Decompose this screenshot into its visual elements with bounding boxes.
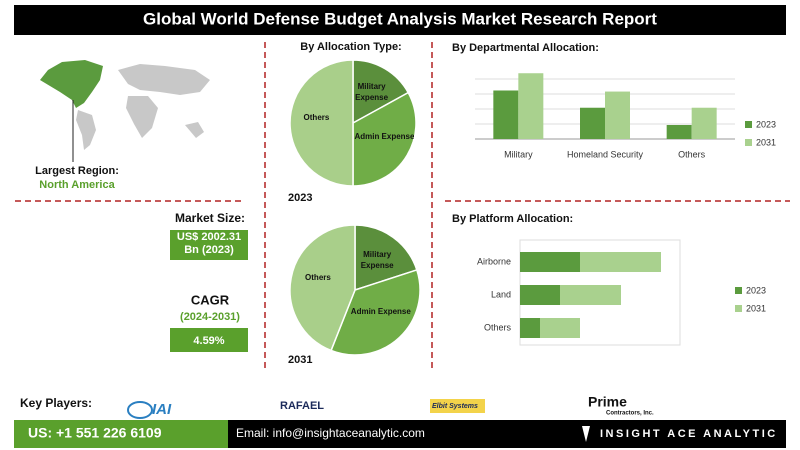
- email: Email: info@insightaceanalytic.com: [236, 426, 425, 440]
- logo: RAFAEL: [280, 400, 324, 412]
- cagr-box: [170, 328, 248, 352]
- chart-title: By Allocation Type:: [300, 41, 401, 53]
- legend-label: 2023: [746, 285, 766, 295]
- y-tick-label: Others: [484, 322, 512, 332]
- market-size-box: [170, 230, 248, 260]
- phone: US: +1 551 226 6109: [28, 425, 162, 441]
- pie-slice: [352, 59, 410, 125]
- cagr-period: (2024-2031): [180, 311, 240, 323]
- bar: [691, 107, 717, 139]
- cagr-value: 4.59%: [193, 335, 224, 347]
- legend-swatch: [745, 139, 752, 146]
- x-tick-label: Others: [678, 149, 706, 159]
- legend-label: 2023: [756, 119, 776, 129]
- key-players-label: Key Players:: [20, 396, 92, 410]
- region-value: North America: [39, 179, 115, 191]
- brand-icon: [582, 426, 590, 442]
- pie-slice: [354, 224, 418, 292]
- brand: INSIGHT ACE ANALYTIC: [600, 428, 778, 440]
- slice-label: Others: [305, 272, 331, 282]
- market-size-value: US$ 2002.31 Bn (2023): [176, 231, 242, 256]
- bar-segment: [580, 252, 661, 272]
- region-label: Largest Region:: [35, 165, 119, 177]
- bar: [580, 107, 605, 139]
- x-tick-label: Military: [504, 149, 533, 159]
- slice-label-wrap: Military Expense: [360, 249, 394, 270]
- legend-swatch: [745, 121, 752, 128]
- slice-label-wrap: Admin Expense: [354, 131, 415, 141]
- bar-segment: [520, 318, 540, 338]
- logo: IAI: [152, 401, 172, 418]
- y-tick-label: Land: [491, 289, 511, 299]
- chart-title: By Platform Allocation:: [452, 213, 573, 225]
- title: Global World Defense Budget Analysis Mar…: [143, 9, 657, 28]
- slice-label: Military Expense: [355, 81, 389, 102]
- chart-subtitle: 2023: [288, 192, 312, 204]
- pie-slice: [289, 224, 356, 352]
- logo: Prime: [588, 394, 627, 410]
- logo: Elbit Systems: [432, 403, 478, 410]
- bar: [605, 91, 630, 139]
- pie-slice: [330, 268, 421, 356]
- slice-label-wrap: Admin Expense: [350, 307, 411, 317]
- x-tick-label: Homeland Security: [567, 149, 644, 159]
- legend-label: 2031: [746, 303, 766, 313]
- slice-label: Admin Expense: [350, 307, 411, 317]
- bar-segment: [520, 252, 580, 272]
- bar-segment: [540, 318, 580, 338]
- legend-swatch: [735, 305, 742, 312]
- market-size-label: Market Size:: [175, 211, 245, 225]
- slice-label-wrap: Military Expense: [355, 81, 389, 102]
- slice-label-wrap: Others: [305, 272, 331, 282]
- bar: [518, 73, 544, 139]
- slice-label: Admin Expense: [354, 131, 415, 141]
- bar: [666, 124, 692, 139]
- bar-segment: [520, 285, 560, 305]
- logo-icon: [127, 401, 153, 419]
- pie-slice: [289, 59, 354, 187]
- bar-segment: [560, 285, 621, 305]
- slice-label: Military Expense: [360, 249, 394, 270]
- world-map: [40, 60, 210, 162]
- footer-phone-bg: [14, 420, 228, 448]
- logo: Contractors, Inc.: [606, 411, 654, 417]
- y-tick-label: Airborne: [477, 256, 511, 266]
- legend-label: 2031: [756, 137, 776, 147]
- cagr-label: CAGR: [191, 292, 230, 307]
- pie-slice: [352, 91, 417, 187]
- slice-label-wrap: Others: [303, 113, 330, 122]
- bar: [493, 90, 519, 139]
- slice-label: Others: [303, 113, 330, 122]
- header-bar: [14, 5, 786, 35]
- chart-title: By Departmental Allocation:: [452, 42, 599, 54]
- chart-subtitle: 2031: [288, 354, 312, 366]
- market-size-wrap: US$ 2002.31 Bn (2023): [176, 231, 242, 256]
- logo-bg: [430, 399, 485, 413]
- footer-bar: [228, 420, 786, 448]
- legend-swatch: [735, 287, 742, 294]
